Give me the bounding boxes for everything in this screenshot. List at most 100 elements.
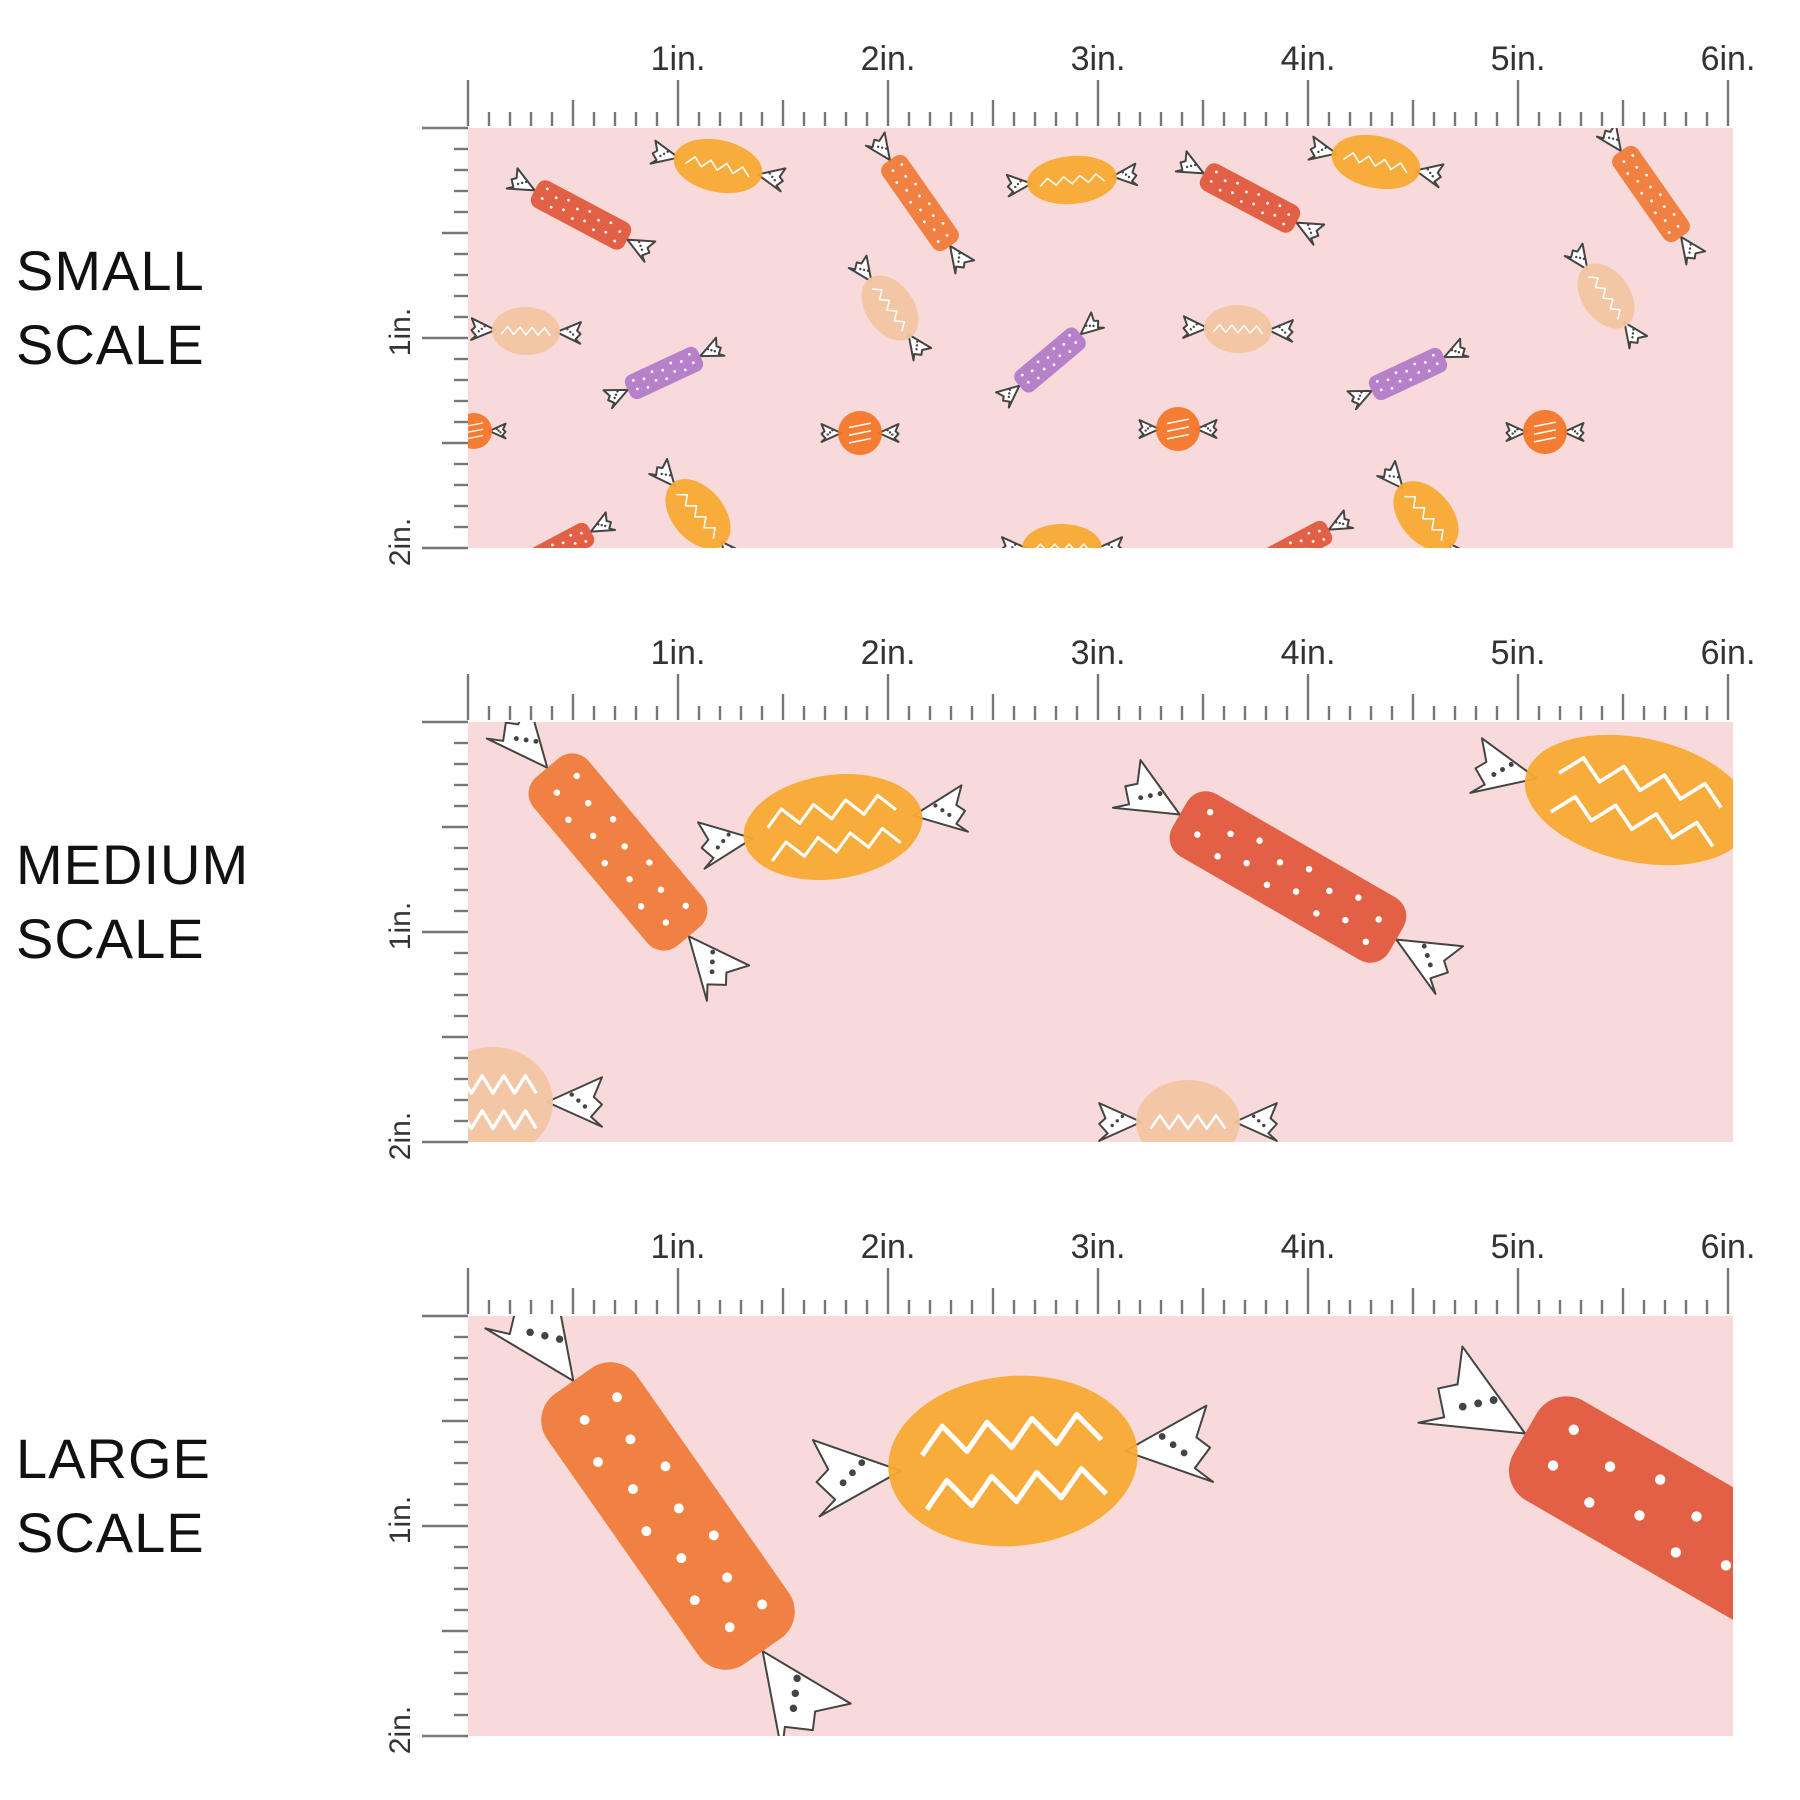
candy-dot	[646, 385, 650, 389]
scale-label-line2: SCALE	[16, 907, 205, 970]
wrapper-dot	[940, 808, 945, 813]
stick-candy	[525, 511, 617, 548]
wrapper-end	[602, 388, 629, 410]
wrapper-dot	[1631, 336, 1634, 339]
candy-dot	[554, 196, 558, 200]
wrapper-dot	[662, 152, 666, 156]
wrapper-dot	[1450, 348, 1454, 352]
wrapper-dot	[1157, 791, 1163, 797]
ruler-label-horizontal: 2in.	[861, 40, 916, 78]
wrapper-dot	[1607, 136, 1611, 139]
candy-dot	[1218, 188, 1222, 192]
candy-dot	[941, 222, 945, 225]
wrapper-dot	[1115, 1119, 1119, 1123]
wrapper-dot	[1358, 394, 1362, 397]
candy-dot	[1676, 224, 1680, 228]
candy-dot	[646, 859, 653, 866]
wrapper-dot	[1110, 546, 1113, 548]
wrapper-dot	[831, 429, 834, 432]
wrapper-end	[1138, 419, 1161, 439]
wrapper-dot	[613, 396, 616, 400]
wrapper-end	[1195, 419, 1218, 439]
wrapper-dot	[1491, 772, 1497, 777]
wrapper-dot	[1011, 546, 1014, 548]
candy-zigzag	[1342, 152, 1408, 174]
candy-dot	[1636, 179, 1640, 183]
wrapper-dot	[483, 325, 486, 328]
ruler-label-vertical: 1in.	[384, 902, 417, 950]
wrapper-dot	[1688, 247, 1692, 250]
candy-dot	[1307, 531, 1311, 535]
candy-dot	[1649, 185, 1652, 189]
candy-dot	[1672, 213, 1676, 216]
wrapper-end	[1001, 536, 1027, 548]
candy-dot	[1305, 865, 1313, 873]
ruler-label-vertical: 2in.	[384, 1112, 417, 1160]
candy-dot	[642, 377, 646, 381]
wrapper-dot	[866, 269, 870, 272]
wrapper-dot	[1306, 223, 1310, 227]
candy-stripe	[468, 428, 484, 433]
wrapper-dot	[886, 429, 889, 432]
candy-dot	[657, 886, 665, 893]
candy-dot	[1273, 213, 1277, 217]
candy-dot	[708, 1530, 719, 1541]
wrapper-dot	[1278, 326, 1281, 329]
candy-dot	[654, 378, 658, 382]
scale-label-small: SMALL SCALE	[16, 234, 205, 382]
wrapper-dot	[1335, 521, 1338, 524]
candy-dot	[1379, 388, 1383, 392]
candy-dot	[584, 539, 588, 543]
candy-zigzag	[1549, 794, 1715, 848]
candy-stripe	[1166, 433, 1190, 440]
candy-dot	[635, 387, 639, 391]
wrapper-end	[1346, 389, 1373, 411]
wrapper-dot	[1149, 425, 1152, 428]
wrapper-dot	[1180, 1449, 1188, 1457]
wrapper-dot	[597, 523, 600, 526]
candy-dot	[679, 360, 683, 363]
candy-dot	[1318, 529, 1321, 533]
wrapper-dot	[1209, 429, 1212, 432]
candy-dot	[1667, 231, 1671, 234]
wrapper-end	[1562, 422, 1585, 442]
candy-dot	[612, 1392, 623, 1403]
candy-body	[743, 774, 923, 880]
wrapper-dot	[1007, 395, 1011, 399]
candy-dot	[1289, 541, 1292, 545]
candy-zigzag	[1149, 1114, 1227, 1130]
wrapper-end	[546, 1076, 603, 1128]
candy-dot	[1654, 211, 1657, 215]
candy-zigzag	[924, 1466, 1109, 1511]
candy-dot	[1074, 341, 1078, 344]
wrapper-dot	[1019, 180, 1022, 183]
wrapper-dot	[614, 393, 618, 396]
ruler-label-horizontal: 2in.	[861, 634, 916, 672]
wrapper-dot	[480, 327, 483, 331]
candy-dot	[682, 902, 689, 910]
wrapper-dot	[1195, 323, 1198, 326]
wrapper-dot	[1158, 1433, 1166, 1440]
wrapper-dot	[1429, 171, 1432, 175]
wrapper-dot	[958, 252, 961, 255]
wrapper-end	[811, 1439, 902, 1518]
stick-candy	[505, 167, 657, 263]
wrapper-dot	[709, 969, 715, 975]
wrapper-end	[1417, 1345, 1527, 1435]
scale-label-medium: MEDIUM SCALE	[16, 828, 249, 976]
candy-dot	[1299, 539, 1303, 543]
wrapper-dot	[721, 838, 726, 844]
candy-dot	[609, 221, 613, 225]
candy-dot	[601, 859, 609, 867]
wrapper-dot	[1324, 146, 1327, 149]
candy-dot	[1645, 173, 1648, 177]
wrapper-dot	[1357, 397, 1360, 401]
candy-dot	[1413, 362, 1417, 366]
candy-dot	[687, 352, 691, 356]
ruler-medium: 1in. 2in. 3in. 4in. 5in. 6in. 1in. 2in.	[384, 634, 1755, 1160]
wrapper-dot	[660, 472, 663, 476]
candy-zigzag	[1587, 276, 1621, 320]
wrapper-end	[687, 935, 751, 1002]
candy-zigzag	[468, 1073, 538, 1095]
candy-dot	[1046, 356, 1050, 360]
